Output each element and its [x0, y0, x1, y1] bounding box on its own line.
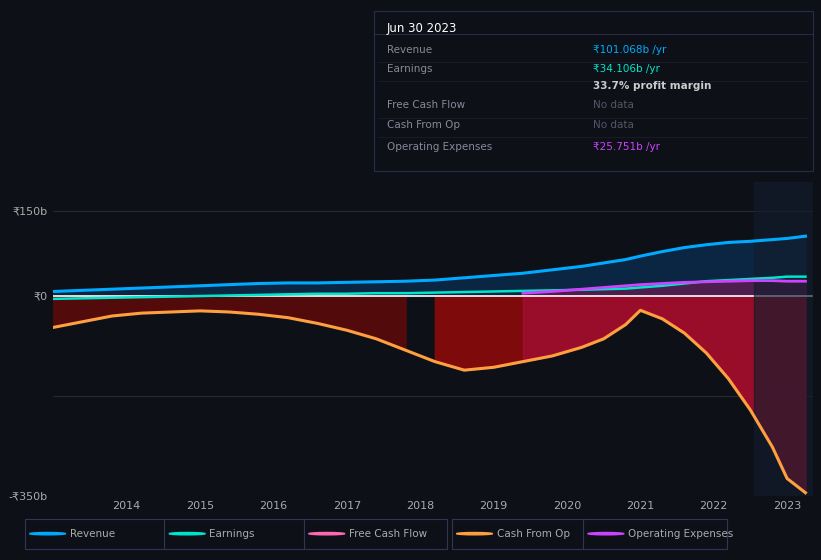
- Text: Jun 30 2023: Jun 30 2023: [387, 22, 457, 35]
- Text: ₹34.106b /yr: ₹34.106b /yr: [594, 64, 660, 74]
- Text: No data: No data: [594, 119, 634, 129]
- Circle shape: [169, 533, 205, 535]
- Circle shape: [456, 533, 493, 535]
- FancyBboxPatch shape: [583, 519, 727, 549]
- Circle shape: [30, 533, 66, 535]
- Text: Earnings: Earnings: [387, 64, 432, 74]
- Bar: [754, 182, 813, 496]
- Text: Cash From Op: Cash From Op: [497, 529, 570, 539]
- FancyBboxPatch shape: [452, 519, 595, 549]
- Text: No data: No data: [594, 100, 634, 110]
- Text: ₹25.751b /yr: ₹25.751b /yr: [594, 142, 660, 152]
- FancyBboxPatch shape: [304, 519, 447, 549]
- FancyBboxPatch shape: [25, 519, 168, 549]
- Text: Cash From Op: Cash From Op: [387, 119, 460, 129]
- FancyBboxPatch shape: [164, 519, 308, 549]
- Text: Free Cash Flow: Free Cash Flow: [349, 529, 427, 539]
- Circle shape: [309, 533, 345, 535]
- Text: Operating Expenses: Operating Expenses: [387, 142, 492, 152]
- Text: Revenue: Revenue: [387, 44, 432, 54]
- Text: Operating Expenses: Operating Expenses: [628, 529, 733, 539]
- Text: Revenue: Revenue: [70, 529, 115, 539]
- Text: 33.7% profit margin: 33.7% profit margin: [594, 81, 712, 91]
- Text: ₹101.068b /yr: ₹101.068b /yr: [594, 44, 667, 54]
- Text: Free Cash Flow: Free Cash Flow: [387, 100, 465, 110]
- Text: Earnings: Earnings: [209, 529, 255, 539]
- Circle shape: [588, 533, 624, 535]
